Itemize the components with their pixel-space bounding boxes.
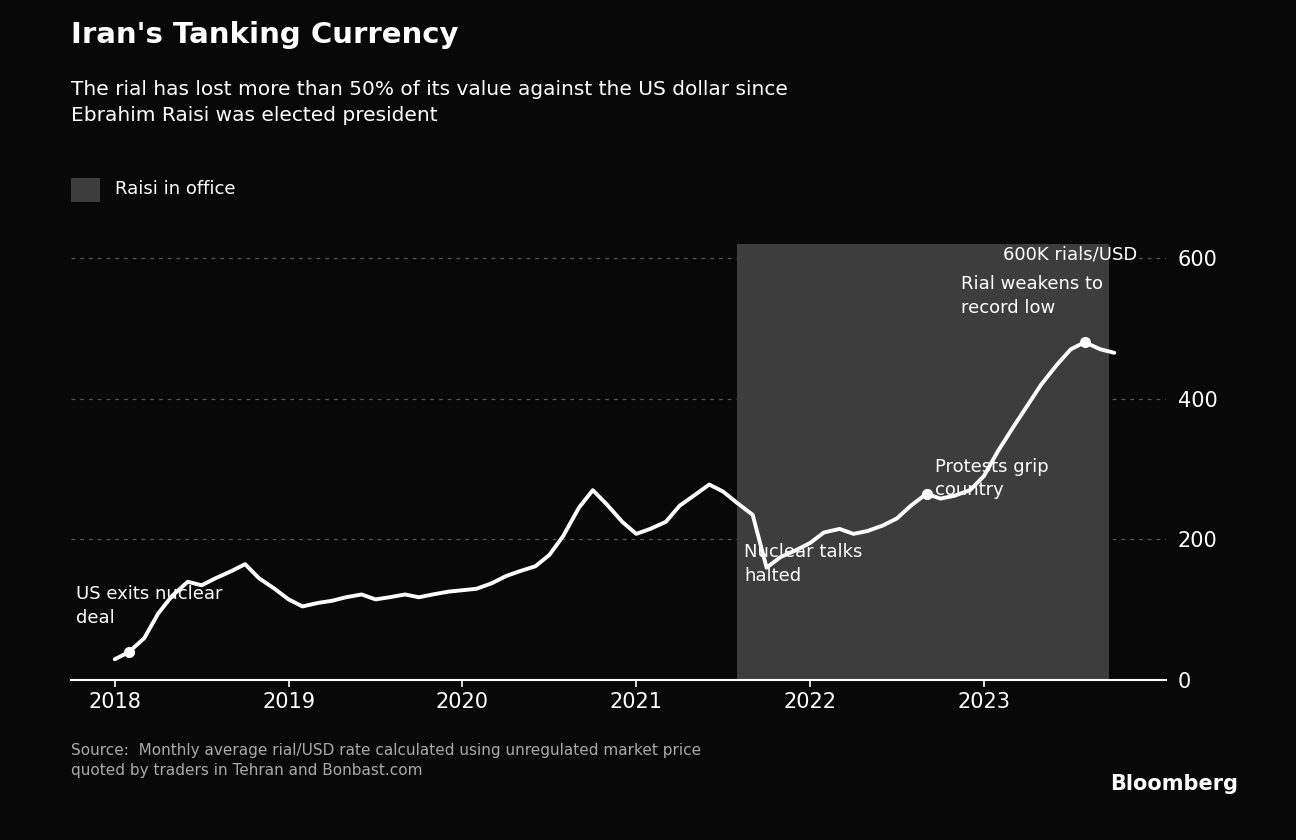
Text: Raisi in office: Raisi in office	[115, 180, 236, 197]
Text: US exits nuclear
deal: US exits nuclear deal	[76, 585, 223, 627]
Text: The rial has lost more than 50% of its value against the US dollar since
Ebrahim: The rial has lost more than 50% of its v…	[71, 80, 788, 124]
Text: 600K rials/USD: 600K rials/USD	[1003, 246, 1137, 264]
Text: Iran's Tanking Currency: Iran's Tanking Currency	[71, 21, 459, 49]
Text: Bloomberg: Bloomberg	[1109, 774, 1238, 794]
Text: Nuclear talks
halted: Nuclear talks halted	[744, 543, 862, 585]
Text: Protests grip
country: Protests grip country	[936, 458, 1048, 499]
Text: Rial weakens to
record low: Rial weakens to record low	[962, 276, 1103, 317]
Bar	[737, 244, 1109, 680]
Text: Source:  Monthly average rial/USD rate calculated using unregulated market price: Source: Monthly average rial/USD rate ca…	[71, 743, 701, 778]
